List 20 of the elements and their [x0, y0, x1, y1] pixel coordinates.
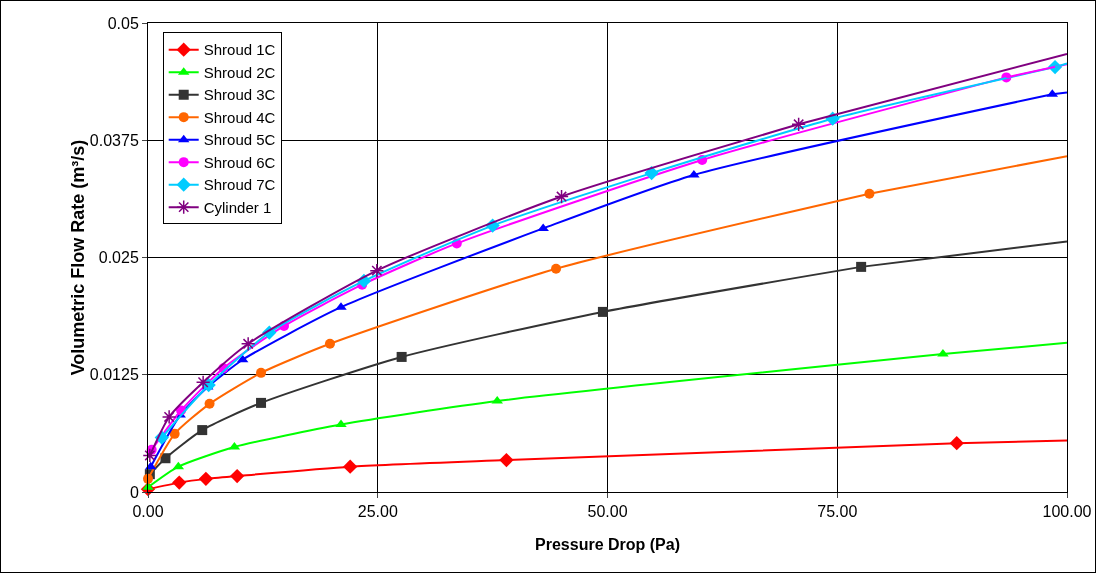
y-tick-label: 0: [129, 483, 139, 501]
legend-label: Cylinder 1: [203, 198, 272, 216]
x-tick-label: 75.00: [817, 503, 858, 521]
x-tick-label: 25.00: [357, 503, 398, 521]
legend-label: Shroud 4C: [203, 108, 276, 126]
y-tick-label: 0.0125: [89, 366, 139, 384]
y-axis-title: Volumetric Flow Rate (m³/s): [67, 139, 88, 376]
y-tick-label: 0.05: [107, 14, 139, 32]
y-tick-label: 0.0375: [89, 131, 139, 149]
legend-label: Shroud 2C: [203, 63, 276, 81]
x-tick-label: 50.00: [587, 503, 628, 521]
legend-label: Shroud 1C: [203, 41, 276, 59]
legend-label: Shroud 3C: [203, 86, 276, 104]
x-tick-label: 100.00: [1042, 503, 1092, 521]
x-axis-title: Pressure Drop (Pa): [535, 536, 680, 553]
legend-label: Shroud 5C: [203, 131, 276, 149]
legend-label: Shroud 6C: [203, 153, 276, 171]
y-tick-label: 0.025: [98, 249, 139, 267]
x-tick-label: 0.00: [132, 503, 164, 521]
legend-label: Shroud 7C: [203, 176, 276, 194]
